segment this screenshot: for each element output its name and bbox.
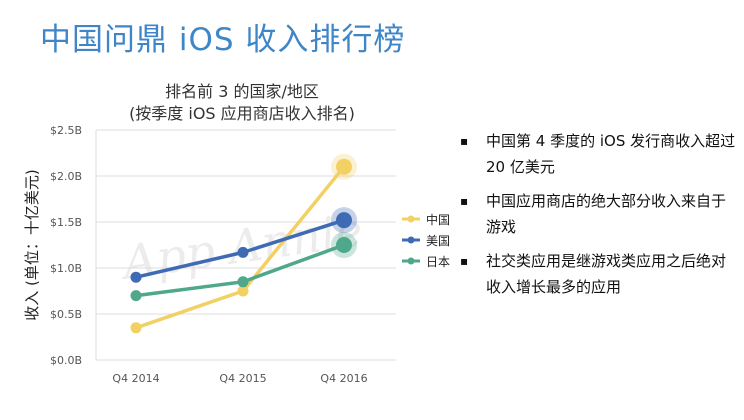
y-tick-label: $2.0B xyxy=(50,170,82,183)
bullet-marker: ▪ xyxy=(460,194,469,208)
legend-label: 中国 xyxy=(426,212,450,227)
legend-label: 美国 xyxy=(426,234,450,248)
data-point xyxy=(237,276,249,288)
bullet-text: 中国应用商店的绝大部分收入来自于游戏 xyxy=(486,192,727,236)
y-tick-label: $0.5B xyxy=(50,308,82,321)
data-point xyxy=(336,212,352,229)
data-point xyxy=(237,246,249,258)
legend-swatch-dot xyxy=(407,236,415,244)
data-point xyxy=(336,158,352,175)
legend-swatch-dot xyxy=(407,257,415,265)
bullet-text: 社交类应用是继游戏类应用之后绝对收入增长最多的应用 xyxy=(486,252,727,296)
x-tick-label: Q4 2016 xyxy=(320,372,367,385)
data-point xyxy=(130,322,142,334)
bullet-item: ▪ 社交类应用是继游戏类应用之后绝对收入增长最多的应用 xyxy=(460,248,740,300)
data-point xyxy=(130,290,142,302)
legend-label: 日本 xyxy=(426,255,450,269)
chart-subtitle: (按季度 iOS 应用商店收入排名) xyxy=(129,104,355,123)
bullet-marker: ▪ xyxy=(460,134,469,148)
bullet-text: 中国第 4 季度的 iOS 发行商收入超过 20 亿美元 xyxy=(486,132,736,176)
y-tick-label: $0.0B xyxy=(50,354,82,367)
chart-title: 排名前 3 的国家/地区 xyxy=(165,82,319,101)
data-point xyxy=(130,271,142,283)
data-point xyxy=(336,237,352,253)
legend-swatch-dot xyxy=(407,215,415,223)
slide-title: 中国问鼎 iOS 收入排行榜 xyxy=(40,22,406,58)
bullet-item: ▪ 中国第 4 季度的 iOS 发行商收入超过 20 亿美元 xyxy=(460,128,740,180)
x-tick-label: Q4 2014 xyxy=(112,372,159,385)
bullet-list: ▪ 中国第 4 季度的 iOS 发行商收入超过 20 亿美元 ▪ 中国应用商店的… xyxy=(460,128,740,308)
bullet-marker: ▪ xyxy=(460,254,469,268)
data-point xyxy=(237,285,249,297)
x-tick-label: Q4 2015 xyxy=(219,372,266,385)
bullet-item: ▪ 中国应用商店的绝大部分收入来自于游戏 xyxy=(460,188,740,240)
y-tick-label: $2.5B xyxy=(50,124,82,137)
y-tick-label: $1.5B xyxy=(50,216,82,229)
y-axis-title: 收入 (单位：十亿美元) xyxy=(23,169,41,320)
y-tick-label: $1.0B xyxy=(50,262,82,275)
